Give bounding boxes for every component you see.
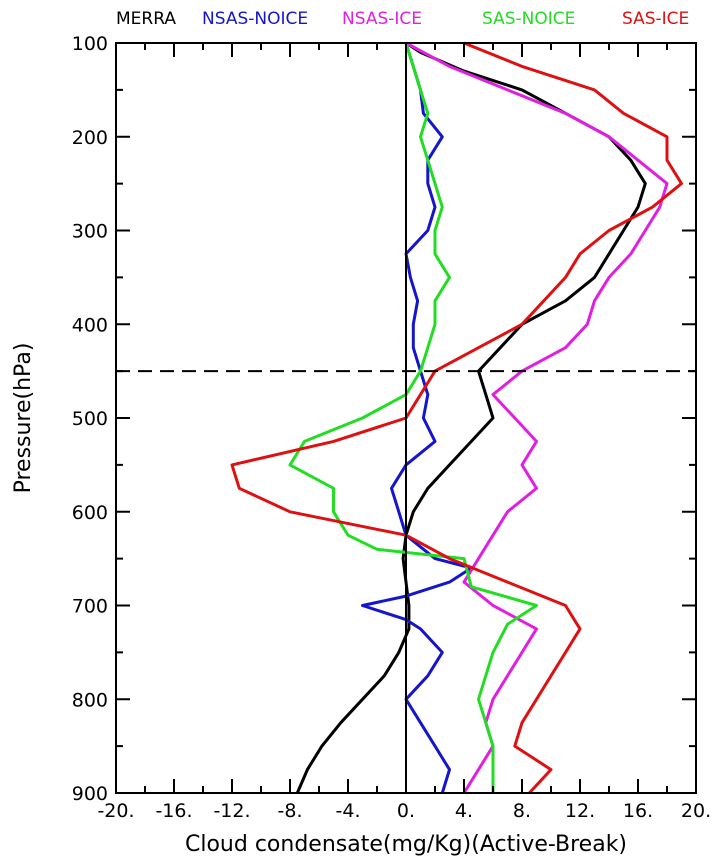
- series-line-sas-noice: [288, 42, 538, 793]
- x-tick-label: -12.: [213, 800, 250, 822]
- legend-item-sas-ice: SAS-ICE: [622, 9, 689, 29]
- x-tick-label: -16.: [155, 800, 192, 822]
- x-tick-label: -20.: [97, 800, 134, 822]
- y-tick-label: 800: [72, 689, 108, 711]
- y-tick-label: 200: [72, 127, 108, 149]
- legend-item-nsas-noice: NSAS-NOICE: [202, 9, 308, 29]
- x-tick-label: -4.: [336, 800, 361, 822]
- x-tick-label: 4.: [455, 800, 473, 822]
- ticks-layer: -20. -16. -12. -8. -4. 0. 4. 8. 12. 16. 20. 100 200 3…: [72, 33, 711, 822]
- reference-lines: [116, 43, 696, 793]
- x-tick-label: 16.: [623, 800, 653, 822]
- x-tick-label: 0.: [397, 800, 415, 822]
- y-axis-label: Pressure(hPa): [11, 343, 36, 494]
- legend-item-nsas-ice: NSAS-ICE: [342, 9, 422, 29]
- y-tick-label: 300: [72, 221, 108, 243]
- y-tick-label: 400: [72, 314, 108, 336]
- series-layer: [230, 41, 683, 795]
- series-line-nsas-noice: [361, 42, 473, 794]
- x-tick-label: 8.: [513, 800, 531, 822]
- series-line-sas-ice: [230, 41, 683, 795]
- x-tick-label: 12.: [565, 800, 595, 822]
- x-tick-label: -8.: [278, 800, 303, 822]
- x-axis-label: Cloud condensate(mg/Kg)(Active-Break): [185, 832, 627, 857]
- series-line-merra: [295, 41, 647, 794]
- legend: MERRA NSAS-NOICE NSAS-ICE SAS-NOICE SAS-ICE: [116, 9, 689, 29]
- y-tick-label: 100: [72, 33, 108, 55]
- series-line-nsas-ice: [405, 41, 669, 794]
- legend-item-merra: MERRA: [116, 9, 176, 29]
- x-tick-label: 20.: [681, 800, 711, 822]
- y-tick-label: 900: [72, 783, 108, 805]
- y-tick-label: 700: [72, 596, 108, 618]
- legend-item-sas-noice: SAS-NOICE: [482, 9, 575, 29]
- y-tick-label: 500: [72, 408, 108, 430]
- y-tick-label: 600: [72, 502, 108, 524]
